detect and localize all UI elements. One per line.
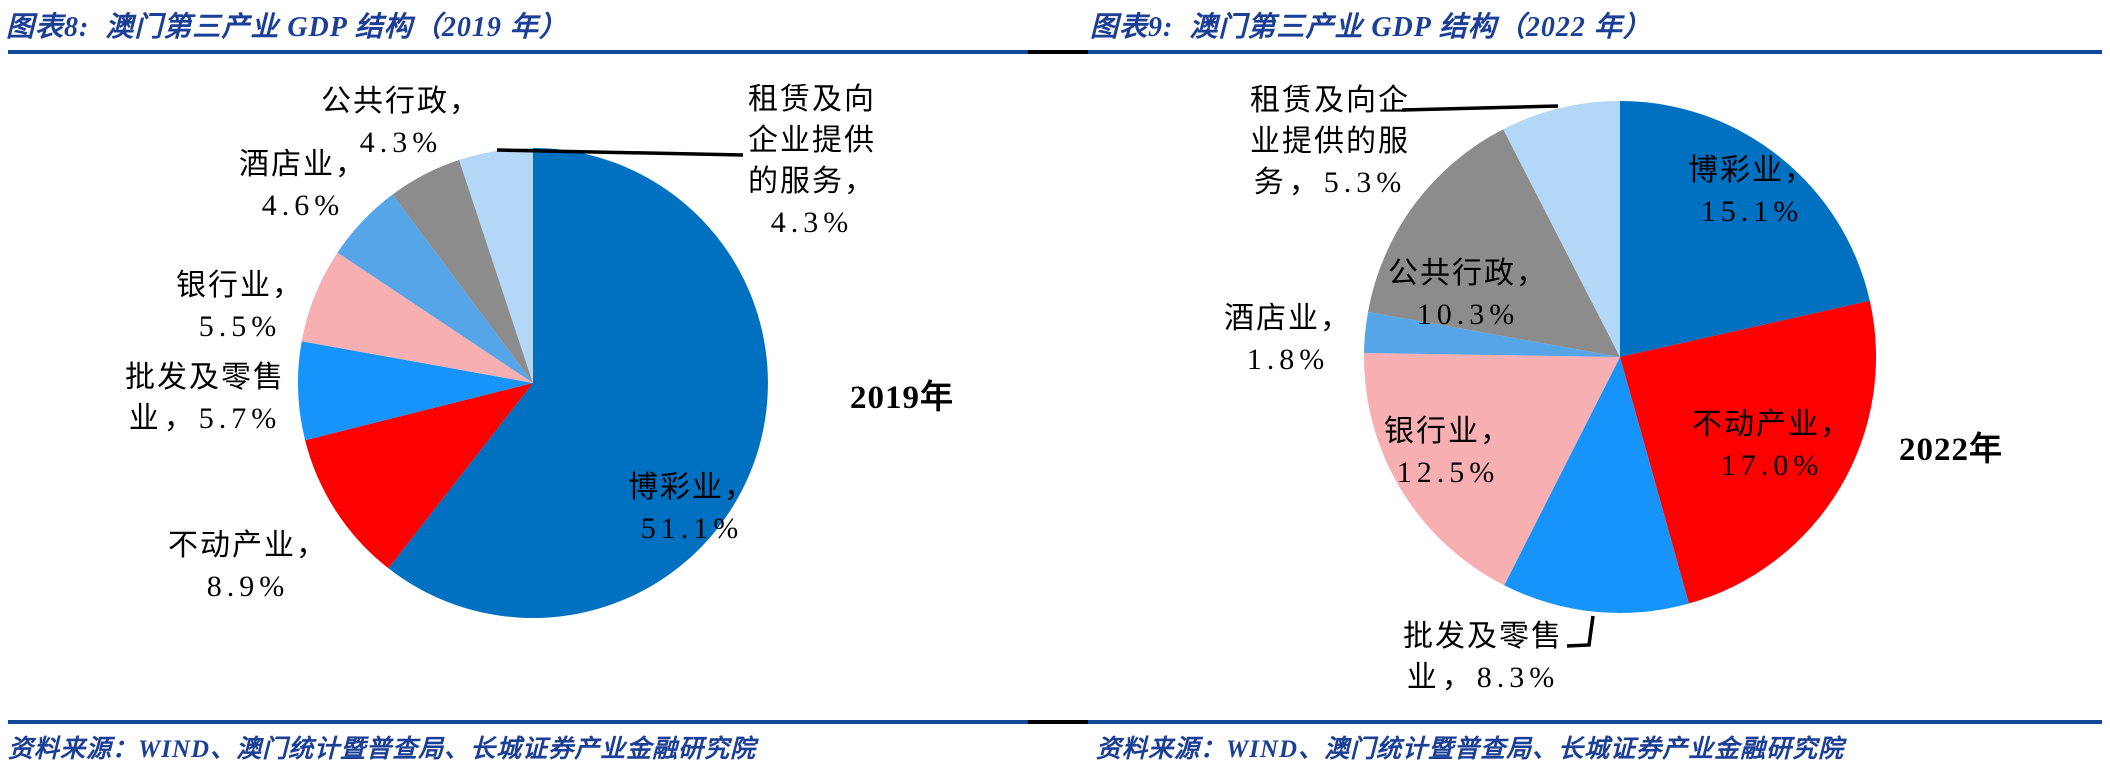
chart1-slice-hotel bbox=[337, 194, 533, 383]
chart1-label-hotel: 酒店业， 4.6% bbox=[239, 147, 367, 222]
chart2-leader-line-1 bbox=[1566, 615, 1595, 648]
chart1-label-banking: 银行业， 5.5% bbox=[176, 268, 304, 343]
chart2-title-rule bbox=[1088, 50, 2102, 54]
chart2-slice-hotel bbox=[1364, 312, 1620, 357]
chart2-label-gaming: 博彩业， 15.1% bbox=[1688, 153, 1816, 228]
chart1-slice-wholesale-retail bbox=[297, 341, 533, 441]
chart2-label-real-estate: 不动产业， 17.0% bbox=[1692, 407, 1852, 482]
chart1-leader-line-0 bbox=[496, 148, 744, 157]
chart2-slice-banking bbox=[1363, 353, 1620, 586]
chart2-label-public-admin: 公共行政， 10.3% bbox=[1388, 256, 1548, 331]
chart1-source: 资料来源：WIND、澳门统计暨普查局、长城证券产业金融研究院 bbox=[8, 736, 757, 763]
chart1-label-public-admin: 公共行政， 4.3% bbox=[321, 84, 481, 159]
title-rule-gap-black bbox=[1028, 50, 1088, 54]
chart2-title: 图表9: 澳门第三产业 GDP 结构（2022 年） bbox=[1090, 12, 1652, 43]
chart2-leader-line-0 bbox=[1401, 104, 1559, 112]
chart2-label-hotel: 酒店业， 1.8% bbox=[1224, 301, 1352, 376]
chart1-label-real-estate: 不动产业， 8.9% bbox=[168, 528, 328, 603]
chart2-slice-wholesale-retail bbox=[1504, 357, 1689, 613]
chart1-label-wholesale-retail: 批发及零售 业，5.7% bbox=[125, 360, 285, 435]
chart1-label-gaming: 博彩业， 51.1% bbox=[628, 470, 756, 545]
chart2-label-wholesale-retail: 批发及零售 业，8.3% bbox=[1403, 619, 1563, 694]
chart1-title-rule bbox=[8, 50, 1028, 54]
chart1-title: 图表8: 澳门第三产业 GDP 结构（2019 年） bbox=[6, 12, 568, 43]
chart1-slice-public-admin bbox=[392, 159, 533, 383]
chart2-source: 资料来源：WIND、澳门统计暨普查局、长城证券产业金融研究院 bbox=[1096, 736, 1845, 763]
chart2-label-leasing-services: 租赁及向企 业提供的服 务，5.3% bbox=[1250, 83, 1410, 199]
chart2-footer-rule bbox=[1088, 720, 2102, 724]
chart1-slice-gaming bbox=[388, 148, 768, 618]
chart1-slice-real-estate bbox=[305, 383, 533, 569]
chart2-slice-public-admin bbox=[1368, 129, 1620, 357]
chart1-slice-banking bbox=[301, 252, 533, 383]
chart2-label-banking: 银行业， 12.5% bbox=[1384, 414, 1512, 489]
chart2-slice-leasing-services bbox=[1503, 101, 1620, 357]
chart2-slice-gaming bbox=[1620, 100, 1870, 357]
chart2-slice-real-estate bbox=[1620, 300, 1877, 604]
chart1-year-label: 2019年 bbox=[850, 380, 954, 416]
footer-rule-gap-black bbox=[1028, 720, 1088, 724]
chart1-label-leasing-services: 租赁及向 企业提供 的服务， 4.3% bbox=[748, 82, 876, 239]
chart1-footer-rule bbox=[8, 720, 1028, 724]
chart2-year-label: 2022年 bbox=[1899, 432, 2003, 468]
chart1-slice-leasing-services bbox=[459, 147, 533, 383]
